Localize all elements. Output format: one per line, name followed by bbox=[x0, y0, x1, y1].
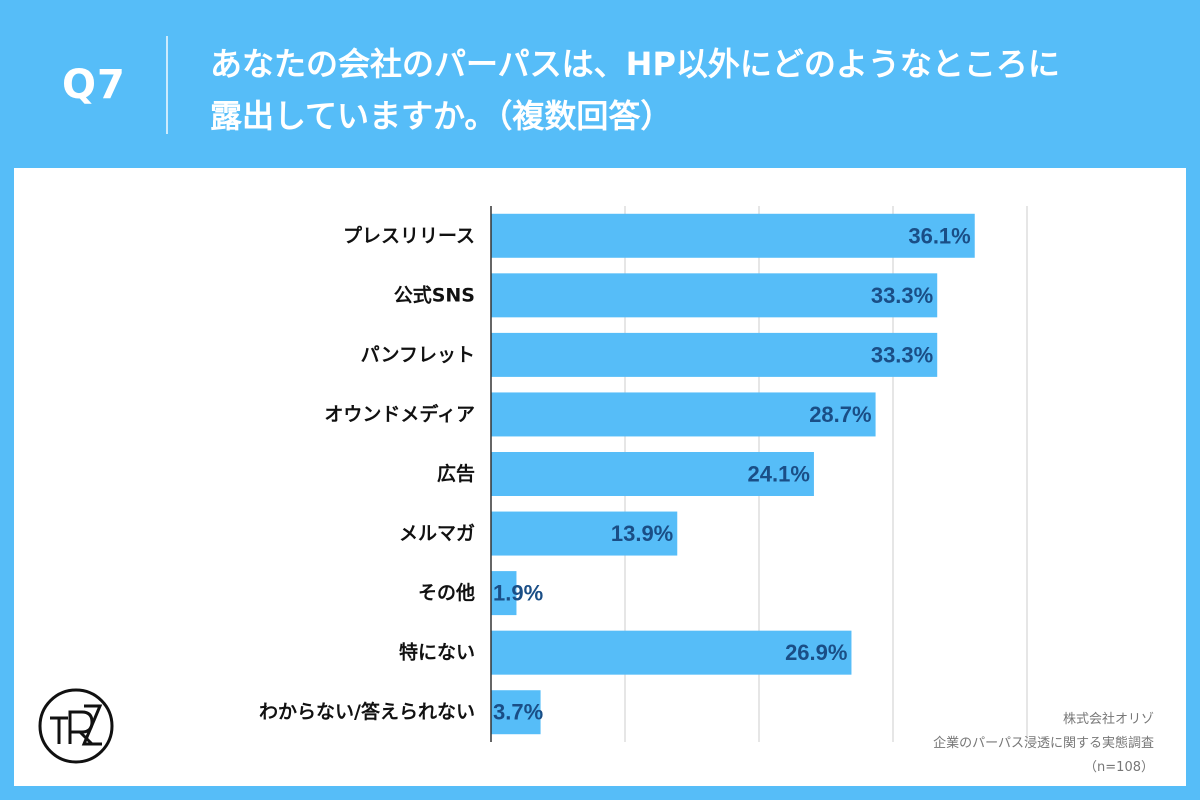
category-label: パンフレット bbox=[361, 344, 475, 366]
bar bbox=[491, 571, 517, 616]
orizo-logo bbox=[38, 688, 114, 764]
category-label: オウンドメディア bbox=[324, 402, 475, 425]
data-label: 28.7% bbox=[809, 402, 871, 427]
company-name: 株式会社オリゾ bbox=[1062, 712, 1154, 727]
question-text: あなたの会社のパーパスは、HP以外にどのようなところに 露出していますか。（複数… bbox=[210, 38, 1170, 142]
category-label: メルマガ bbox=[399, 523, 475, 545]
category-label: その他 bbox=[418, 581, 475, 604]
header-divider bbox=[166, 36, 168, 134]
data-label: 13.9% bbox=[611, 521, 673, 546]
category-label: 特にない bbox=[399, 642, 475, 664]
bar bbox=[491, 273, 938, 318]
bar bbox=[491, 690, 541, 735]
data-label: 24.1% bbox=[748, 462, 810, 487]
category-label: プレスリリース bbox=[343, 224, 475, 247]
category-label: 公式SNS bbox=[394, 283, 475, 306]
data-label: 26.9% bbox=[785, 640, 847, 665]
category-label: わからない/答えられない bbox=[259, 700, 475, 723]
source-credit: 株式会社オリゾ 企業のパーパス浸透に関する実態調査 （n=108） bbox=[933, 708, 1154, 780]
data-label: 3.7% bbox=[493, 700, 543, 725]
bar bbox=[491, 332, 938, 377]
chart-panel: プレスリリース 36.1% 公式SNS 33.3% パンフレット 33.3% オウンドメディ… bbox=[14, 168, 1186, 786]
data-label: 1.9% bbox=[493, 581, 543, 606]
bar bbox=[491, 392, 876, 437]
data-label: 33.3% bbox=[871, 283, 933, 308]
survey-name: 企業のパーパス浸透に関する実態調査 bbox=[933, 736, 1154, 751]
question-number: Q7 bbox=[62, 62, 126, 108]
bar-chart: プレスリリース 36.1% 公式SNS 33.3% パンフレット 33.3% オウンドメディ… bbox=[259, 206, 1028, 742]
category-label: 広告 bbox=[437, 462, 475, 485]
bar bbox=[491, 452, 814, 496]
bar bbox=[491, 630, 852, 675]
bar bbox=[491, 511, 678, 556]
question-line-1: あなたの会社のパーパスは、HP以外にどのようなところに bbox=[210, 45, 1060, 83]
data-label: 36.1% bbox=[908, 223, 970, 248]
bar bbox=[491, 213, 975, 258]
question-line-2: 露出していますか。（複数回答） bbox=[210, 97, 673, 135]
data-label: 33.3% bbox=[871, 342, 933, 367]
sample-size: （n=108） bbox=[1084, 760, 1154, 775]
